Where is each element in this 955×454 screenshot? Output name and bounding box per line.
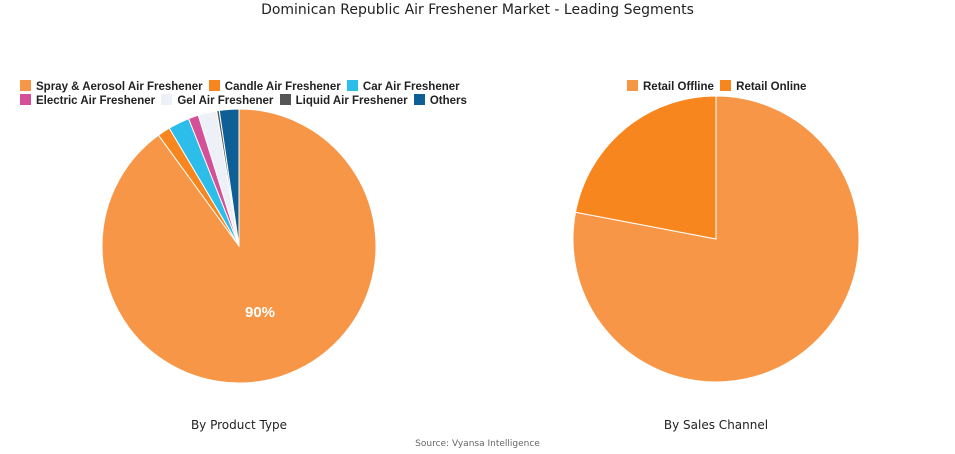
product-type-legend: Spray & Aerosol Air Freshener Candle Air…: [20, 80, 470, 108]
legend-item: Car Air Freshener: [346, 80, 460, 94]
sales-channel-legend: Retail Offline Retail Online: [627, 80, 809, 94]
legend-item: Liquid Air Freshener: [279, 94, 408, 108]
sales-channel-pie: [572, 95, 860, 383]
pie-slice: [574, 95, 717, 240]
legend-item: Gel Air Freshener: [161, 94, 273, 108]
product-type-subtitle: By Product Type: [190, 418, 288, 432]
sales-channel-subtitle: By Sales Channel: [663, 418, 769, 432]
legend-item: Electric Air Freshener: [20, 94, 155, 108]
slice-data-label: 90%: [245, 304, 275, 321]
chart-title: Dominican Republic Air Freshener Market …: [261, 2, 694, 18]
legend-swatch: [20, 80, 31, 91]
legend-swatch: [413, 94, 425, 105]
legend-swatch: [346, 80, 358, 91]
legend-item: Spray & Aerosol Air Freshener: [20, 80, 203, 94]
legend-swatch: [627, 80, 638, 91]
legend-swatch: [20, 94, 31, 105]
legend-item: Retail Offline: [627, 80, 714, 94]
legend-item: Retail Online: [720, 80, 806, 94]
legend-item: Others: [413, 94, 467, 108]
legend-swatch: [720, 80, 732, 91]
legend-swatch: [161, 94, 173, 105]
legend-swatch: [279, 94, 291, 105]
source-note: Source: Vyansa Intelligence: [415, 439, 540, 449]
pie-slice: [218, 108, 240, 247]
legend-swatch: [208, 80, 220, 91]
product-type-pie: [101, 108, 377, 384]
legend-item: Candle Air Freshener: [208, 80, 341, 94]
